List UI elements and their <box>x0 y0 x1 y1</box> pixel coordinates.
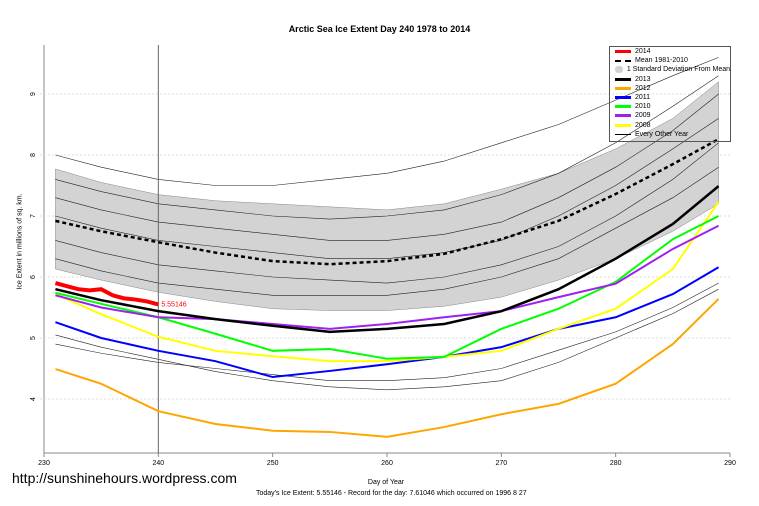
y-tick-label: 6 <box>30 275 37 279</box>
legend-item: 2010 <box>610 102 730 111</box>
x-axis-label: Day of Year <box>367 479 405 486</box>
x-tick-label: 290 <box>724 460 736 467</box>
series-line-mean-1981-2010 <box>55 138 720 266</box>
legend-swatch <box>615 66 623 74</box>
x-tick-label: 270 <box>495 460 507 467</box>
legend-item: 2011 <box>610 93 730 102</box>
legend-item: 1 Standard Deviation From Mean <box>610 65 730 74</box>
legend-item: 2008 <box>610 121 730 130</box>
legend-item: 2009 <box>610 111 730 120</box>
series-line-2009 <box>55 224 720 330</box>
y-axis-label: Ice Extent in millions of sq. km. <box>16 193 24 290</box>
legend-item: 2013 <box>610 75 730 84</box>
legend-swatch <box>615 105 631 109</box>
legend-item: Every Other Year <box>610 130 730 139</box>
legend-swatch <box>615 77 631 81</box>
y-tick-label: 7 <box>30 214 37 218</box>
legend-item: 2012 <box>610 84 730 93</box>
legend-item: 2014 <box>610 47 730 56</box>
legend-label: 1 Standard Deviation From Mean <box>626 66 730 74</box>
x-tick-label: 240 <box>152 460 164 467</box>
legend-label: 2012 <box>635 84 651 92</box>
legend-item: Mean 1981-2010 <box>610 56 730 65</box>
series-line-2014 <box>54 281 159 307</box>
legend-label: 2010 <box>635 103 651 111</box>
x-tick-label: 250 <box>267 460 279 467</box>
x-tick-label: 280 <box>610 460 622 467</box>
y-tick-label: 4 <box>30 397 37 401</box>
y-tick-label: 8 <box>30 153 37 157</box>
legend-label: 2009 <box>635 112 651 120</box>
legend-swatch <box>615 59 631 62</box>
legend-label: Every Other Year <box>635 130 689 138</box>
y-tick-label: 5 <box>30 336 37 340</box>
y-tick-label: 9 <box>30 92 37 96</box>
legend-label: Mean 1981-2010 <box>635 57 688 65</box>
legend-swatch <box>615 123 631 127</box>
series-line-2011 <box>55 266 720 379</box>
x-tick-label: 230 <box>38 460 50 467</box>
footer-note: Today's Ice Extent: 5.55146 - Record for… <box>256 490 527 497</box>
current-value-label: 5.55146 <box>161 301 186 308</box>
legend-swatch <box>615 50 631 54</box>
chart-title: Arctic Sea Ice Extent Day 240 1978 to 20… <box>288 24 471 34</box>
series-line-2013 <box>55 185 720 334</box>
legend-label: 2014 <box>635 48 651 56</box>
legend: 2014 Mean 1981-2010 1 Standard Deviation F… <box>609 46 731 142</box>
legend-label: 2011 <box>635 94 651 102</box>
legend-swatch <box>615 86 631 90</box>
legend-label: 2013 <box>635 75 651 83</box>
series-line-2008 <box>55 201 720 363</box>
legend-swatch <box>615 114 631 118</box>
x-tick-label: 260 <box>381 460 393 467</box>
legend-swatch <box>615 96 631 100</box>
series-line-2012 <box>55 298 720 438</box>
legend-label: 2008 <box>635 121 651 129</box>
legend-swatch <box>615 133 631 135</box>
watermark-url: http://sunshinehours.wordpress.com <box>12 470 237 486</box>
